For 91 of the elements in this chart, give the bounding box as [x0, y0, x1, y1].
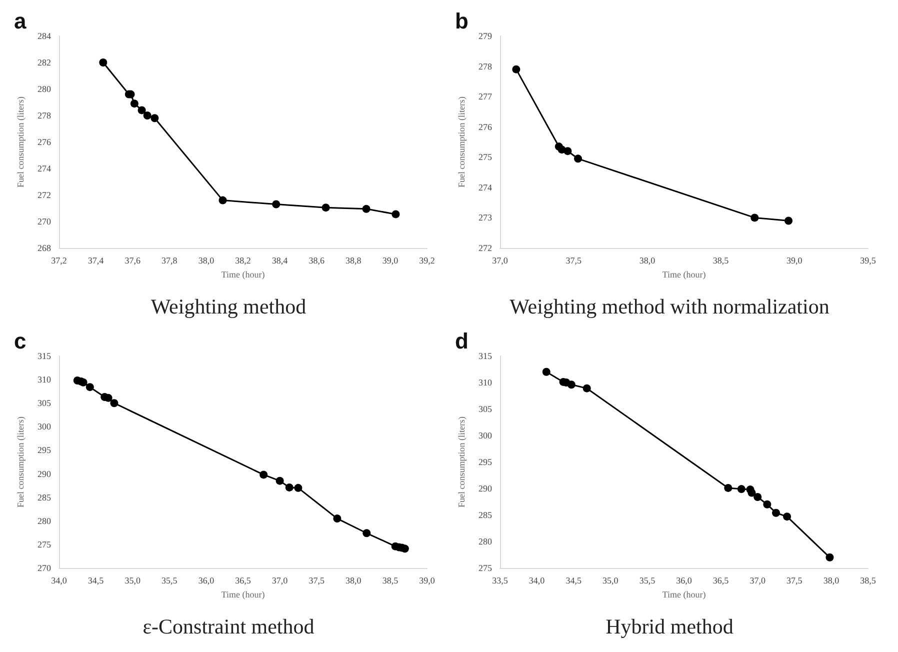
y-tick-label: 295 — [478, 457, 492, 467]
x-tick-label: 39,0 — [419, 576, 436, 586]
x-tick-label: 38,8 — [346, 256, 362, 266]
y-tick-label: 276 — [38, 137, 52, 147]
x-axis-title: Time (hour) — [221, 589, 265, 600]
text: Hybrid method — [606, 614, 734, 638]
y-tick-label: 282 — [38, 58, 51, 68]
x-tick-label: 37,0 — [492, 256, 508, 266]
x-tick-label: 38,0 — [639, 256, 656, 266]
text: d — [455, 328, 468, 354]
y-tick-label: 275 — [478, 563, 492, 573]
y-tick-label: 275 — [38, 539, 52, 550]
x-axis-title: Time (hour) — [221, 269, 265, 280]
x-tick-label: 39,2 — [419, 256, 435, 266]
x-tick-label: 36,0 — [676, 576, 692, 586]
y-axis-title: Fuel consumption (liters) — [456, 416, 466, 508]
y-tick-label: 305 — [38, 398, 52, 408]
x-tick-label: 38,0 — [346, 576, 362, 586]
x-tick-label: 38,2 — [235, 256, 251, 266]
y-tick-label: 273 — [478, 212, 492, 223]
y-tick-label: 280 — [478, 536, 492, 546]
x-tick-label: 38,5 — [712, 256, 730, 266]
y-tick-label: 272 — [478, 243, 492, 253]
x-tick-label: 38,5 — [382, 576, 399, 586]
x-tick-label: 37,5 — [308, 576, 325, 586]
y-tick-label: 315 — [38, 351, 52, 361]
x-axis-title: Time (hour) — [662, 269, 706, 280]
y-tick-label: 285 — [38, 492, 52, 502]
y-tick-label: 270 — [38, 216, 52, 226]
y-tick-label: 284 — [38, 31, 52, 41]
x-tick-label: 34,5 — [566, 576, 582, 586]
y-tick-label: 310 — [38, 374, 52, 385]
x-tick-label: 37,8 — [162, 256, 178, 266]
x-tick-label: 37,0 — [750, 576, 766, 586]
x-tick-label: 35,5 — [639, 576, 656, 586]
x-tick-label: 37,0 — [272, 576, 288, 586]
x-axis-title: Time (hour) — [662, 589, 706, 600]
y-tick-label: 278 — [478, 61, 492, 72]
x-tick-label: 37,5 — [786, 576, 803, 586]
x-tick-label: 37,2 — [51, 256, 67, 266]
y-tick-label: 290 — [38, 468, 52, 479]
y-tick-label: 276 — [478, 122, 492, 132]
y-tick-label: 275 — [478, 152, 492, 162]
text: a — [14, 8, 27, 34]
y-tick-label: 295 — [38, 445, 52, 456]
y-tick-label: 315 — [478, 351, 492, 361]
x-tick-label: 38,5 — [860, 576, 876, 586]
x-tick-label: 34,0 — [528, 576, 546, 586]
y-tick-label: 310 — [478, 378, 492, 388]
y-tick-label: 300 — [38, 422, 52, 432]
text: c — [14, 328, 26, 354]
text: Weighting method with normalization — [510, 294, 830, 318]
x-tick-label: 39,0 — [382, 256, 399, 266]
text: ε-Constraint method — [142, 614, 315, 638]
y-tick-label: 279 — [478, 31, 492, 41]
text: b — [455, 8, 468, 34]
y-tick-label: 272 — [38, 190, 51, 200]
x-tick-label: 34,0 — [51, 576, 68, 586]
x-tick-label: 34,5 — [88, 576, 104, 586]
y-axis-title: Fuel consumption (liters) — [16, 416, 26, 508]
y-tick-label: 277 — [478, 92, 492, 102]
x-tick-label: 39,5 — [860, 256, 876, 266]
x-tick-label: 36,0 — [198, 576, 215, 586]
x-tick-label: 38,6 — [308, 256, 325, 266]
x-tick-label: 37,5 — [566, 256, 582, 266]
y-tick-label: 290 — [478, 484, 492, 494]
x-tick-label: 37,4 — [88, 256, 104, 266]
y-tick-label: 300 — [478, 430, 492, 440]
y-tick-label: 280 — [38, 516, 52, 526]
y-tick-label: 268 — [38, 243, 52, 253]
x-tick-label: 39,0 — [786, 256, 803, 266]
x-tick-label: 35,0 — [602, 576, 619, 586]
y-tick-label: 274 — [478, 182, 492, 192]
x-tick-label: 38,4 — [272, 256, 288, 266]
x-tick-label: 33,5 — [492, 576, 508, 586]
y-axis-title: Fuel consumption (liters) — [456, 96, 466, 188]
x-tick-label: 38,0 — [198, 256, 215, 266]
y-tick-label: 274 — [38, 164, 52, 174]
y-tick-label: 285 — [478, 510, 492, 520]
x-tick-label: 36,5 — [235, 576, 252, 586]
y-tick-label: 280 — [38, 84, 52, 94]
y-tick-label: 278 — [38, 110, 52, 120]
y-axis-title: Fuel consumption (liters) — [16, 96, 26, 188]
x-tick-label: 36,5 — [712, 576, 730, 586]
x-tick-label: 35,5 — [162, 576, 178, 586]
y-tick-label: 270 — [38, 563, 52, 573]
y-tick-label: 305 — [478, 404, 492, 414]
x-tick-label: 35,0 — [124, 576, 141, 586]
x-tick-label: 37,6 — [124, 256, 141, 266]
text: Weighting method — [150, 294, 307, 318]
x-tick-label: 38,0 — [823, 576, 840, 586]
